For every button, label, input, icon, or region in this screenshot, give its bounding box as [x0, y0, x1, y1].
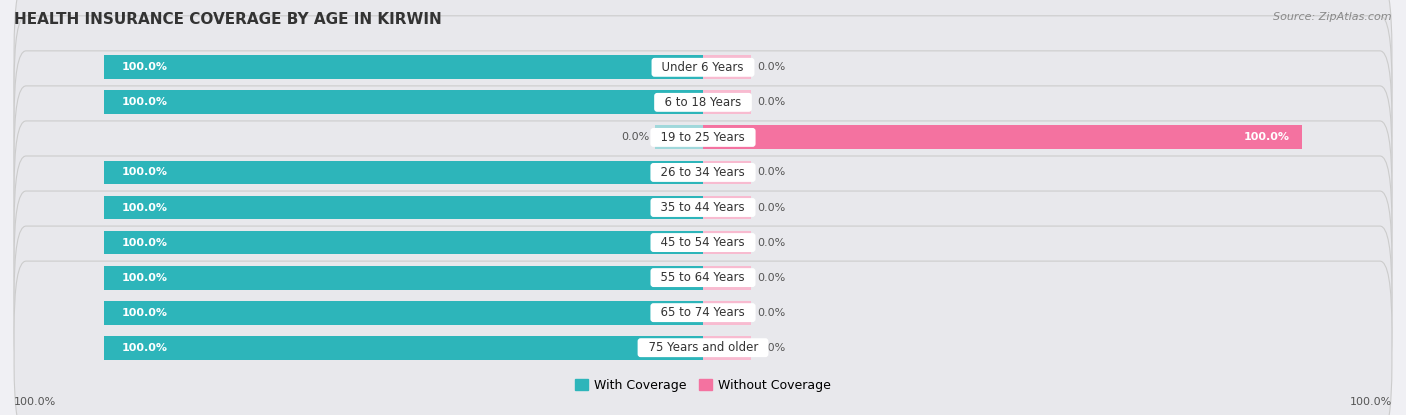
Bar: [104, 195, 703, 220]
Text: 35 to 44 Years: 35 to 44 Years: [654, 201, 752, 214]
Text: 26 to 34 Years: 26 to 34 Years: [654, 166, 752, 179]
FancyBboxPatch shape: [14, 156, 1392, 329]
Bar: [703, 266, 751, 290]
Bar: [703, 125, 1302, 149]
Text: 0.0%: 0.0%: [756, 308, 785, 317]
Bar: [703, 90, 751, 114]
Bar: [104, 90, 703, 114]
Bar: [703, 231, 751, 254]
Text: 0.0%: 0.0%: [756, 168, 785, 178]
Text: 100.0%: 100.0%: [1244, 132, 1291, 142]
Text: 65 to 74 Years: 65 to 74 Years: [654, 306, 752, 319]
Bar: [104, 336, 703, 359]
Bar: [104, 56, 703, 79]
Bar: [104, 231, 703, 254]
Text: 0.0%: 0.0%: [756, 62, 785, 72]
Text: 75 Years and older: 75 Years and older: [641, 341, 765, 354]
Bar: [104, 301, 703, 325]
Text: 0.0%: 0.0%: [621, 132, 650, 142]
Bar: [703, 161, 751, 184]
Text: 100.0%: 100.0%: [122, 168, 167, 178]
FancyBboxPatch shape: [14, 51, 1392, 224]
Text: 100.0%: 100.0%: [122, 343, 167, 353]
Text: 100.0%: 100.0%: [122, 98, 167, 107]
Bar: [655, 125, 703, 149]
FancyBboxPatch shape: [14, 191, 1392, 364]
FancyBboxPatch shape: [14, 121, 1392, 294]
Text: 0.0%: 0.0%: [756, 273, 785, 283]
Bar: [104, 161, 703, 184]
Bar: [703, 56, 751, 79]
Text: 100.0%: 100.0%: [1350, 397, 1392, 407]
Legend: With Coverage, Without Coverage: With Coverage, Without Coverage: [571, 374, 835, 397]
Text: 100.0%: 100.0%: [122, 273, 167, 283]
Text: HEALTH INSURANCE COVERAGE BY AGE IN KIRWIN: HEALTH INSURANCE COVERAGE BY AGE IN KIRW…: [14, 12, 441, 27]
Bar: [104, 266, 703, 290]
Bar: [703, 195, 751, 220]
FancyBboxPatch shape: [14, 86, 1392, 259]
Text: 100.0%: 100.0%: [122, 203, 167, 212]
Text: 55 to 64 Years: 55 to 64 Years: [654, 271, 752, 284]
Bar: [703, 301, 751, 325]
Text: 0.0%: 0.0%: [756, 98, 785, 107]
Text: 19 to 25 Years: 19 to 25 Years: [654, 131, 752, 144]
Text: 100.0%: 100.0%: [14, 397, 56, 407]
Text: 6 to 18 Years: 6 to 18 Years: [657, 96, 749, 109]
FancyBboxPatch shape: [14, 0, 1392, 154]
Text: 100.0%: 100.0%: [122, 62, 167, 72]
Text: 100.0%: 100.0%: [122, 237, 167, 247]
Text: 0.0%: 0.0%: [756, 203, 785, 212]
Text: 45 to 54 Years: 45 to 54 Years: [654, 236, 752, 249]
Text: 100.0%: 100.0%: [122, 308, 167, 317]
Text: Under 6 Years: Under 6 Years: [655, 61, 751, 74]
FancyBboxPatch shape: [14, 16, 1392, 189]
Text: Source: ZipAtlas.com: Source: ZipAtlas.com: [1274, 12, 1392, 22]
Text: 0.0%: 0.0%: [756, 343, 785, 353]
FancyBboxPatch shape: [14, 261, 1392, 415]
FancyBboxPatch shape: [14, 226, 1392, 399]
Text: 0.0%: 0.0%: [756, 237, 785, 247]
Bar: [703, 336, 751, 359]
